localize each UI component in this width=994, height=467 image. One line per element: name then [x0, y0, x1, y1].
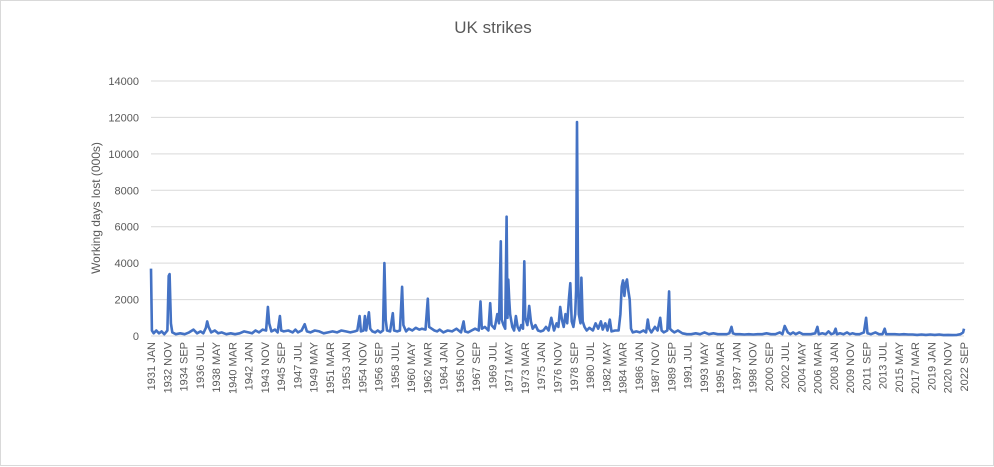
x-tick-label: 2022 SEP: [959, 342, 971, 392]
series-layer: [149, 120, 966, 337]
x-tick-label: 1989 SEP: [666, 342, 678, 392]
x-tick-label: 1947 JUL: [292, 342, 304, 389]
x-tick-label: 2006 MAR: [813, 342, 825, 394]
x-tick-label: 1954 NOV: [357, 341, 369, 393]
x-tick-label: 1987 NOV: [650, 341, 662, 393]
x-tick-label: 2017 MAR: [910, 342, 922, 394]
x-tick-label: 1976 NOV: [553, 341, 565, 393]
x-tick-label: 1980 JUL: [585, 342, 597, 389]
x-tick-label: 1998 NOV: [748, 341, 760, 393]
x-tick-label: 1936 JUL: [195, 342, 207, 389]
x-tick-label: 1938 MAY: [211, 341, 223, 392]
x-tick-label: 2019 JAN: [926, 342, 938, 390]
y-tick-label: 10000: [108, 149, 139, 161]
x-tick-label: 1958 JUL: [390, 342, 402, 389]
x-tick-label: 2020 NOV: [943, 341, 955, 393]
x-tick-label: 2000 SEP: [764, 342, 776, 392]
x-tick-label: 1931 JAN: [146, 342, 158, 390]
x-tick-label: 2002 JUL: [780, 342, 792, 389]
x-tick-label: 1984 MAR: [618, 342, 630, 394]
x-tick-label: 2009 NOV: [845, 341, 857, 393]
x-tick-label: 2004 MAY: [796, 341, 808, 392]
x-tick-label: 1951 MAR: [325, 342, 337, 394]
x-tick-label: 1962 MAR: [422, 342, 434, 394]
x-tick-label: 1945 SEP: [276, 342, 288, 392]
x-tick-label: 1993 MAY: [699, 341, 711, 392]
x-tick-label: 1971 MAY: [504, 341, 516, 392]
x-tick-label: 1982 MAY: [601, 341, 613, 392]
x-tick-label: 1969 JUL: [487, 342, 499, 389]
y-axis-title: Working days lost (000s): [89, 142, 103, 274]
chart-title: UK strikes: [454, 18, 531, 37]
x-tick-label: 1943 NOV: [260, 341, 272, 393]
y-tick-label: 4000: [115, 258, 139, 270]
y-tick-label: 0: [133, 331, 139, 343]
y-tick-label: 8000: [115, 185, 139, 197]
x-tick-label: 1949 MAY: [309, 341, 321, 392]
series-line: [149, 120, 966, 337]
x-tick-label: 1986 JAN: [634, 342, 646, 390]
y-tick-label: 6000: [115, 222, 139, 234]
x-tick-label: 1997 JAN: [731, 342, 743, 390]
x-tick-label: 1995 MAR: [715, 342, 727, 394]
x-tick-label: 1942 JAN: [244, 342, 256, 390]
x-tick-label: 1967 SEP: [471, 342, 483, 392]
x-tick-label: 1964 JAN: [439, 342, 451, 390]
x-tick-label: 1953 JAN: [341, 342, 353, 390]
x-tick-label: 1940 MAR: [227, 342, 239, 394]
x-tick-label: 1975 JAN: [536, 342, 548, 390]
x-tick-label: 1965 NOV: [455, 341, 467, 393]
y-tick-label: 14000: [108, 76, 139, 88]
x-tick-labels: 1931 JAN 1932 NOV 1934 SEP 1936 JUL 1938 MAY…: [146, 341, 971, 394]
y-tick-labels: 0 2000 4000 6000 8000 10000 12000 14000: [108, 76, 139, 343]
y-tick-label: 2000: [115, 295, 139, 307]
y-tick-label: 12000: [108, 112, 139, 124]
x-tick-label: 1991 JUL: [683, 342, 695, 389]
x-tick-label: 2015 MAY: [894, 341, 906, 392]
x-tick-label: 2011 SEP: [861, 342, 873, 391]
x-tick-label: 1932 NOV: [162, 341, 174, 393]
gridlines: [151, 80, 964, 337]
x-tick-label: 1934 SEP: [179, 342, 191, 392]
x-tick-label: 2013 JUL: [878, 342, 890, 389]
x-tick-label: 2008 JAN: [829, 342, 841, 390]
x-tick-label: 1956 SEP: [374, 342, 386, 392]
x-tick-label: 1978 SEP: [569, 342, 581, 392]
x-tick-label: 1960 MAY: [406, 341, 418, 392]
x-tick-label: 1973 MAR: [520, 342, 532, 394]
